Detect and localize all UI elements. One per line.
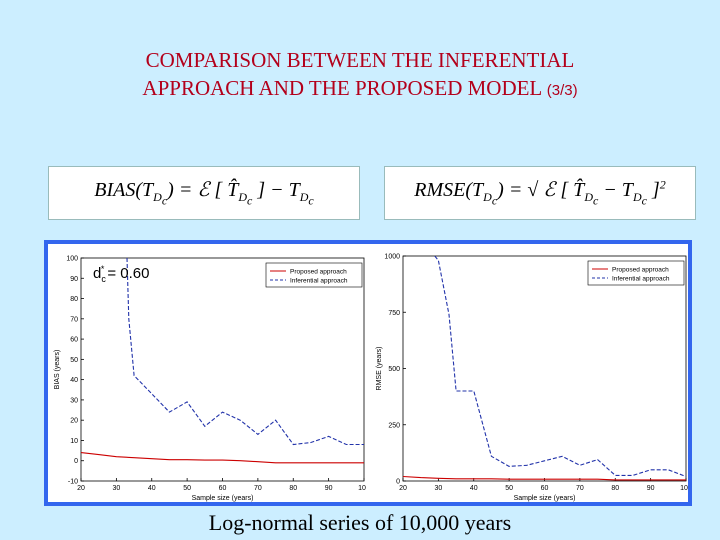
title-line-1: COMPARISON BETWEEN THE INFERENTIAL xyxy=(145,48,575,72)
rmse-chart-panel: 203040506070809010002505007501000Sample … xyxy=(370,244,688,503)
chart2-y-tick-label: 500 xyxy=(388,366,400,373)
chart1-y-tick-label: -10 xyxy=(68,479,78,486)
chart2-y-tick-label: 250 xyxy=(388,422,400,429)
chart1-y-axis-label: BIAS (years) xyxy=(54,350,61,390)
chart2-x-tick-label: 60 xyxy=(541,485,549,492)
chart1-plot-area xyxy=(80,257,365,482)
chart1-legend-label: Inferential approach xyxy=(290,278,348,285)
chart1-annotation: dc* = 0.60 xyxy=(93,264,149,284)
chart1-y-tick-label: 70 xyxy=(70,316,78,323)
chart1-x-tick-label: 30 xyxy=(112,485,120,492)
bias-formula: BIAS(TDc) = ℰ [ T̂Dc ] − TDc xyxy=(48,166,360,220)
slide-title: COMPARISON BETWEEN THE INFERENTIAL APPRO… xyxy=(0,46,720,105)
title-line-2-text: APPROACH AND THE PROPOSED MODEL xyxy=(142,76,542,100)
chart1-x-tick-label: 60 xyxy=(219,485,227,492)
chart1-y-tick-label: 60 xyxy=(70,337,78,344)
chart2-y-axis-label: RMSE (years) xyxy=(376,347,383,391)
chart2-x-tick-label: 50 xyxy=(505,485,513,492)
chart1-x-tick-label: 70 xyxy=(254,485,262,492)
chart1-legend-box xyxy=(265,262,363,288)
chart2-x-tick-label: 70 xyxy=(576,485,584,492)
chart1-x-tick-label: 20 xyxy=(77,485,85,492)
chart1-legend-label: Proposed approach xyxy=(290,269,347,276)
chart2-x-tick-label: 100 xyxy=(680,485,688,492)
chart2-y-tick-label: 750 xyxy=(388,310,400,317)
bias-chart: 20 30 40 50 60 70 80 90 100 -10 0 10 20 30 40 50 60 70 80 9… xyxy=(54,256,366,503)
chart1-y-tick-label: 20 xyxy=(70,418,78,425)
chart1-x-tick-label: 40 xyxy=(148,485,156,492)
chart1-x-axis-label: Sample size (years) xyxy=(192,495,254,502)
chart1-series-line-inferential xyxy=(126,258,364,446)
rmse-formula: RMSE(TDc) = √ ℰ [ T̂Dc − TDc ]2 xyxy=(384,166,696,220)
chart2-legend-box xyxy=(587,260,685,286)
chart2-y-tick-label: 0 xyxy=(396,479,400,486)
chart1-y-tick-label: 30 xyxy=(70,397,78,404)
chart2-y-tick-label: 1000 xyxy=(384,254,400,261)
title-line-2: APPROACH AND THE PROPOSED MODEL (3/3) xyxy=(0,74,720,105)
chart1-y-tick-label: 10 xyxy=(70,438,78,445)
chart2-x-tick-label: 80 xyxy=(611,485,619,492)
chart1-x-tick-label: 50 xyxy=(183,485,191,492)
chart2-series-line-inferential xyxy=(434,256,686,478)
chart2-x-tick-label: 40 xyxy=(470,485,478,492)
title-suffix: (3/3) xyxy=(546,82,578,99)
chart1-y-tick-label: 40 xyxy=(70,377,78,384)
chart1-x-tick-label: 90 xyxy=(325,485,333,492)
chart1-y-tick-label: 100 xyxy=(66,256,78,263)
chart2-plot-area xyxy=(402,255,687,482)
slide-caption: Log-normal series of 10,000 years xyxy=(208,510,512,535)
chart1-x-tick-label: 80 xyxy=(289,485,297,492)
chart1-x-tick-label: 100 xyxy=(358,485,366,492)
chart2-legend-label: Proposed approach xyxy=(612,267,669,274)
chart2-legend-label: Inferential approach xyxy=(612,276,670,283)
chart2-x-tick-label: 20 xyxy=(399,485,407,492)
chart2-series-line-proposed xyxy=(403,475,686,481)
chart2-x-tick-label: 90 xyxy=(647,485,655,492)
chart2-x-tick-label: 30 xyxy=(434,485,442,492)
chart2-x-axis-label: Sample size (years) xyxy=(514,495,576,502)
chart1-y-tick-label: 80 xyxy=(70,296,78,303)
chart1-y-tick-label: 50 xyxy=(70,357,78,364)
bias-chart-panel: 20 30 40 50 60 70 80 90 100 -10 0 10 20 30 40 50 60 70 80 9… xyxy=(48,244,366,503)
chart1-y-tick-label: 0 xyxy=(74,458,78,465)
charts-frame: 20 30 40 50 60 70 80 90 100 -10 0 10 20 30 40 50 60 70 80 9… xyxy=(44,240,692,506)
chart1-series-line-proposed xyxy=(81,452,364,464)
chart1-y-tick-label: 90 xyxy=(70,276,78,283)
rmse-chart: 203040506070809010002505007501000Sample … xyxy=(376,254,688,503)
